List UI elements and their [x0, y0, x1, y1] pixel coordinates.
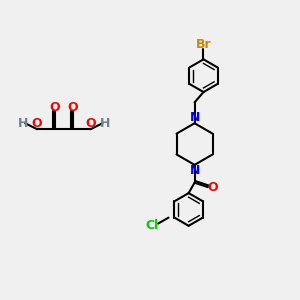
- Text: O: O: [85, 117, 96, 130]
- Text: O: O: [207, 181, 218, 194]
- Text: H: H: [100, 117, 110, 130]
- Text: O: O: [32, 117, 42, 130]
- Text: O: O: [68, 101, 78, 114]
- Text: N: N: [189, 111, 200, 124]
- Text: Br: Br: [196, 38, 211, 51]
- Text: N: N: [189, 164, 200, 177]
- Text: O: O: [50, 101, 60, 114]
- Text: Cl: Cl: [146, 219, 159, 232]
- Text: H: H: [18, 117, 28, 130]
